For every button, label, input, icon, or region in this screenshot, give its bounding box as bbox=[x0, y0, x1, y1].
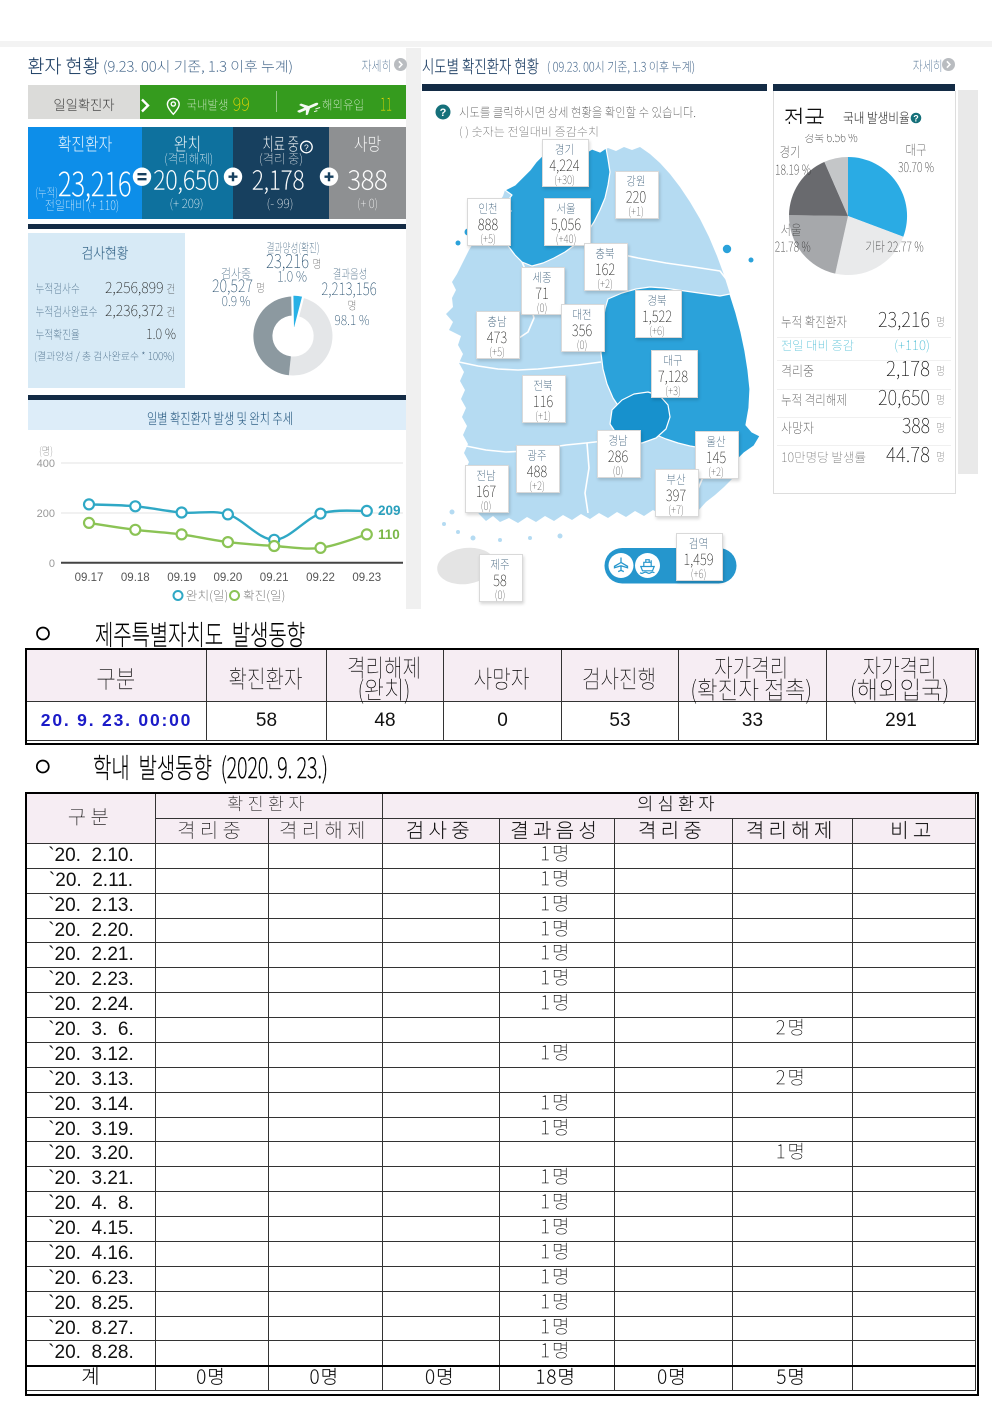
svg-text:209: 209 bbox=[378, 503, 401, 518]
svg-text:09.19: 09.19 bbox=[167, 572, 196, 584]
svg-text:09.21: 09.21 bbox=[260, 572, 289, 584]
svg-text:09.23: 09.23 bbox=[352, 572, 381, 584]
svg-text:09.18: 09.18 bbox=[121, 572, 150, 584]
svg-text:?: ? bbox=[304, 142, 309, 152]
svg-text:09.17: 09.17 bbox=[75, 572, 104, 584]
svg-text:200: 200 bbox=[37, 508, 55, 520]
svg-text:110: 110 bbox=[378, 527, 400, 542]
svg-text:?: ? bbox=[913, 114, 919, 124]
svg-text:400: 400 bbox=[37, 458, 55, 470]
svg-text:09.22: 09.22 bbox=[306, 572, 335, 584]
svg-text:?: ? bbox=[440, 107, 447, 119]
svg-text:0: 0 bbox=[49, 558, 55, 570]
svg-text:09.20: 09.20 bbox=[214, 572, 243, 584]
